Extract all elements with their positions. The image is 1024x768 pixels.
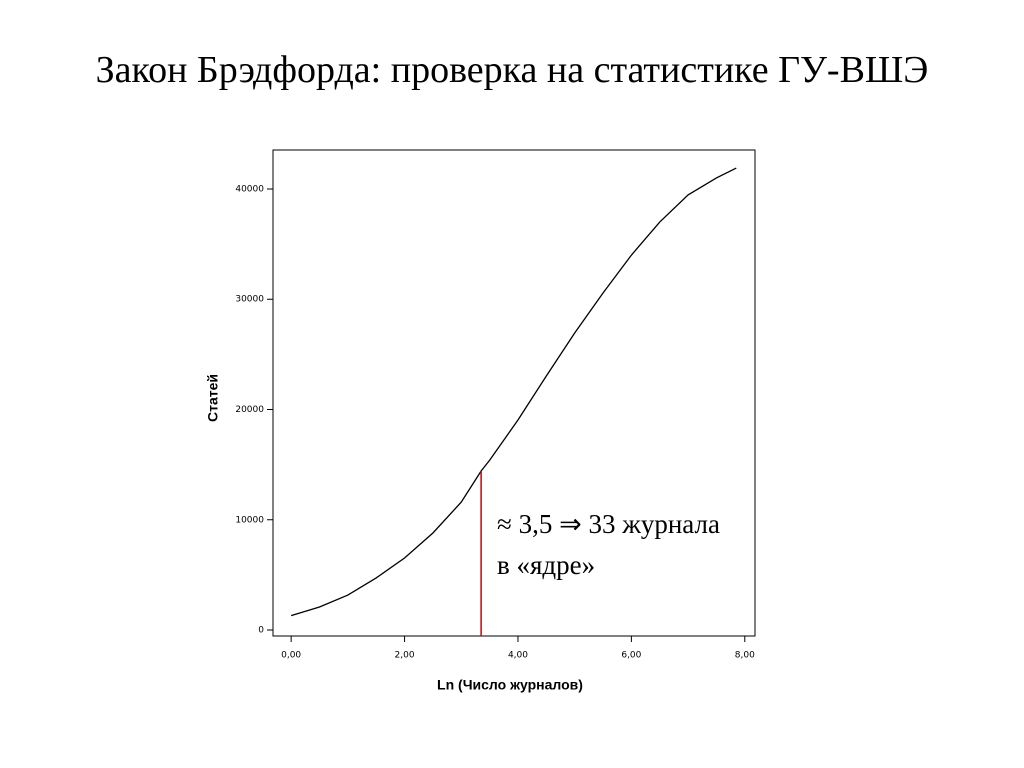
x-tick-label: 2,00 bbox=[395, 651, 415, 661]
y-tick-label: 20000 bbox=[235, 405, 264, 415]
y-tick-label: 40000 bbox=[235, 184, 264, 194]
annotation: в «ядре» bbox=[497, 550, 595, 580]
x-axis-label: Ln (Число журналов) bbox=[437, 677, 583, 693]
annotation: ≈ 3,5 ⇒ 33 журнала bbox=[497, 509, 720, 539]
plot-frame bbox=[272, 149, 756, 637]
y-axis-label: Статей bbox=[205, 374, 221, 422]
y-tick-label: 10000 bbox=[235, 515, 264, 525]
y-tick-label: 0 bbox=[258, 626, 264, 636]
x-tick-label: 6,00 bbox=[621, 651, 641, 661]
x-tick-label: 0,00 bbox=[281, 651, 301, 661]
line bbox=[290, 167, 737, 617]
y-tick-label: 30000 bbox=[235, 295, 264, 305]
x-tick-label: 8,00 bbox=[735, 651, 755, 661]
x-tick-label: 4,00 bbox=[508, 651, 528, 661]
chart-title: Закон Брэдфорда: проверка на статистике … bbox=[96, 49, 929, 91]
